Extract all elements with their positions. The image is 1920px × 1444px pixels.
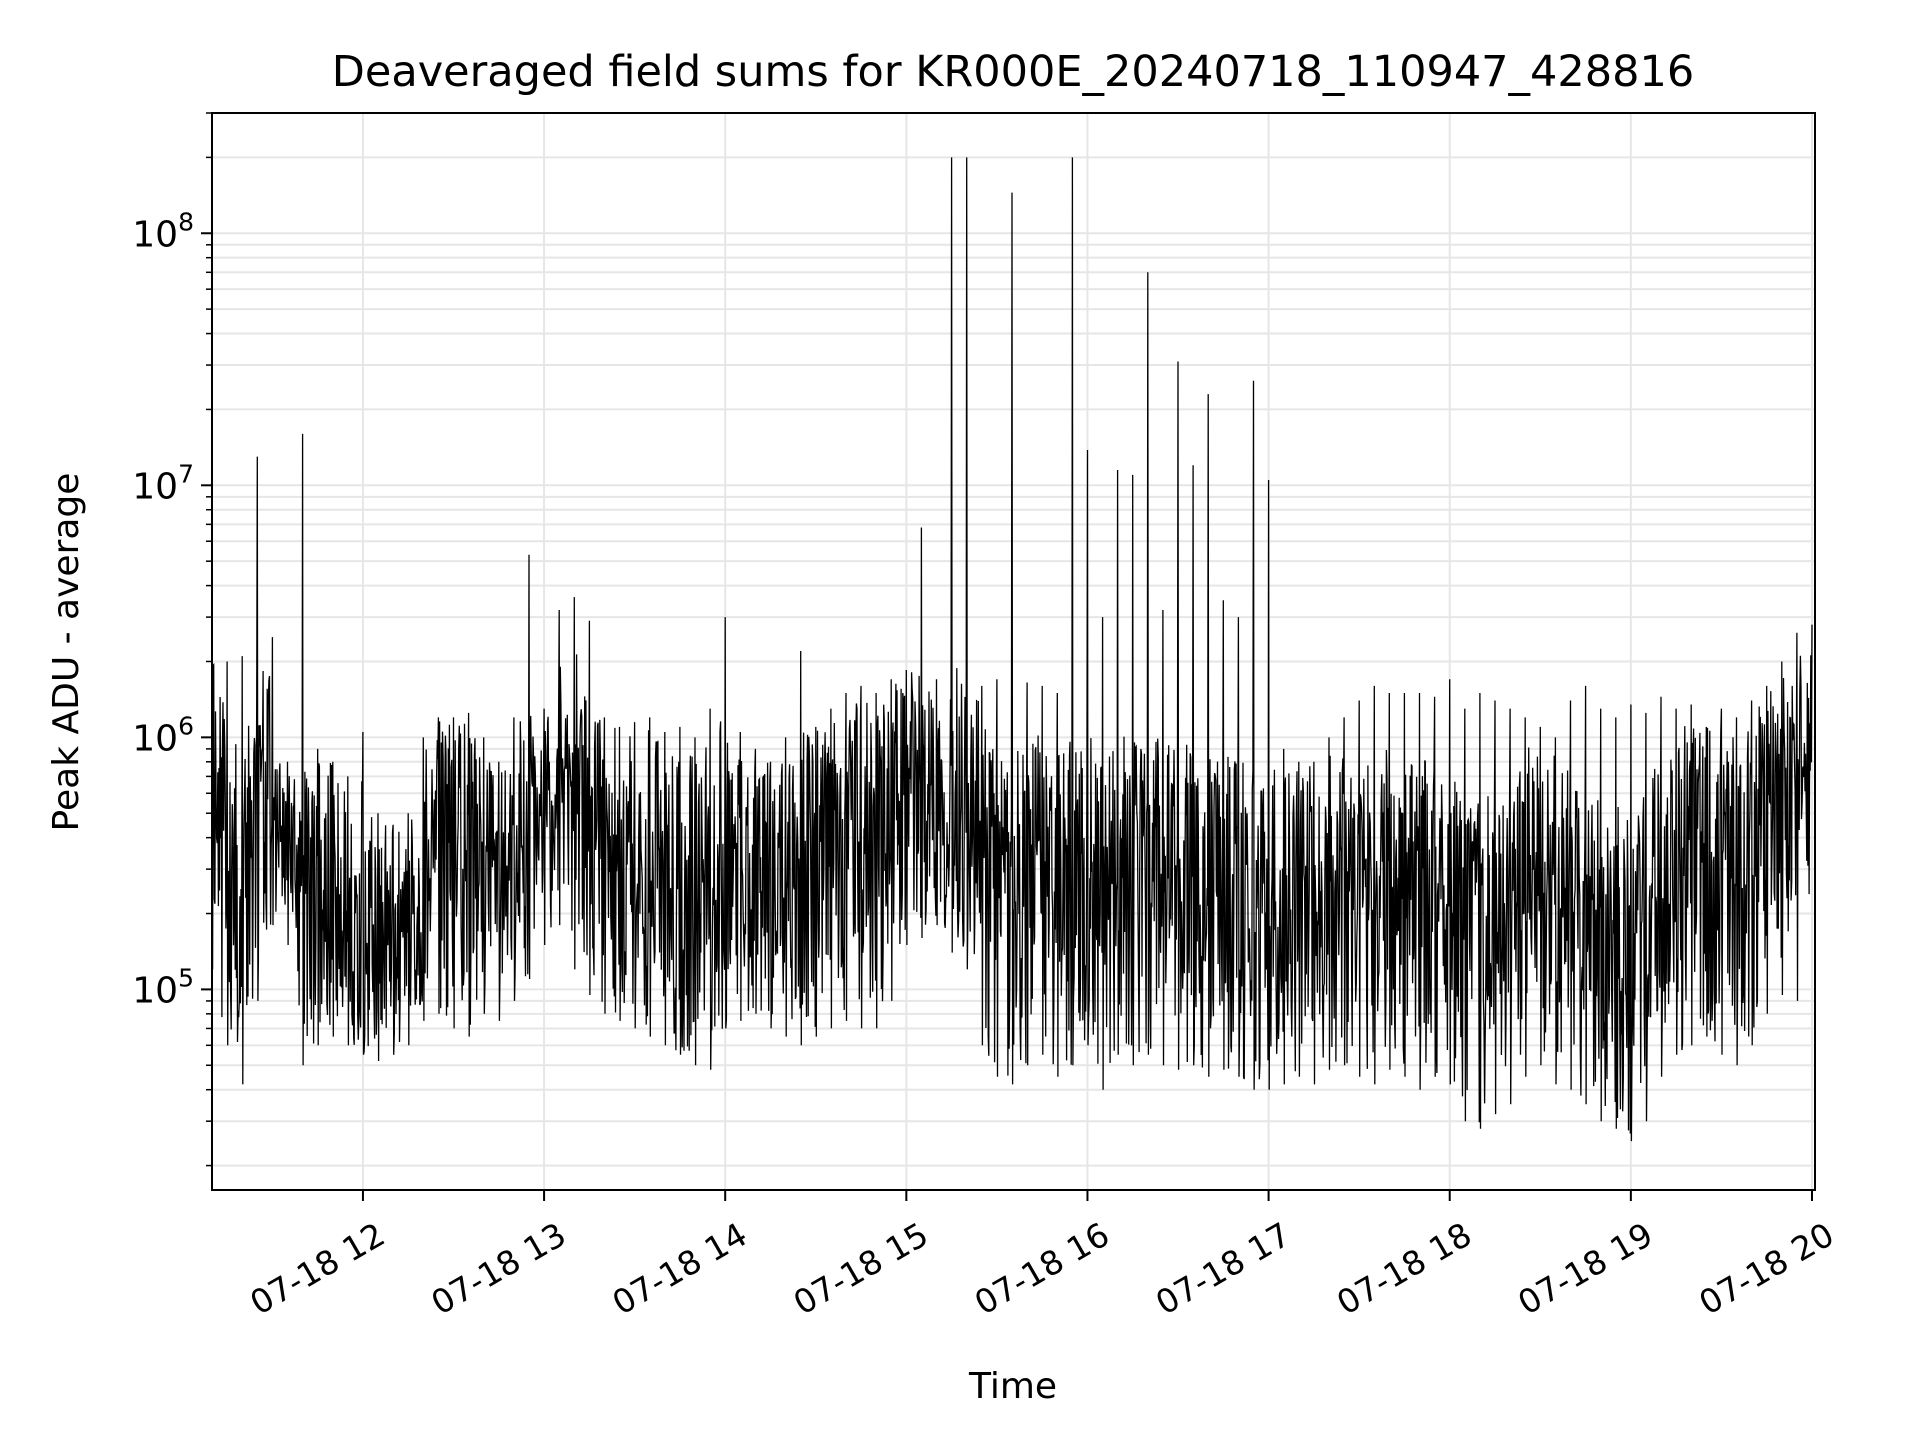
series-line: [212, 157, 1813, 1142]
y-tick-exponent: 6: [178, 711, 194, 740]
series-layer: [212, 157, 1813, 1142]
y-tick-base: 10: [132, 970, 178, 1011]
y-tick-exponent: 5: [178, 963, 194, 992]
y-tick-base: 10: [132, 466, 178, 507]
chart-title: Deaveraged field sums for KR000E_2024071…: [332, 47, 1694, 97]
y-tick-exponent: 7: [178, 459, 194, 488]
y-tick-base: 10: [132, 718, 178, 759]
plot-frame: [211, 112, 1816, 1191]
y-tick-label: 107: [132, 459, 194, 507]
y-tick-exponent: 8: [178, 207, 194, 236]
y-tick-label: 108: [132, 207, 194, 255]
y-tick-label: 105: [132, 963, 194, 1011]
y-tick-base: 10: [132, 214, 178, 255]
x-axis-label: Time: [968, 1366, 1057, 1407]
y-tick-label: 106: [132, 711, 194, 759]
y-axis-label: Peak ADU - average: [46, 473, 87, 832]
